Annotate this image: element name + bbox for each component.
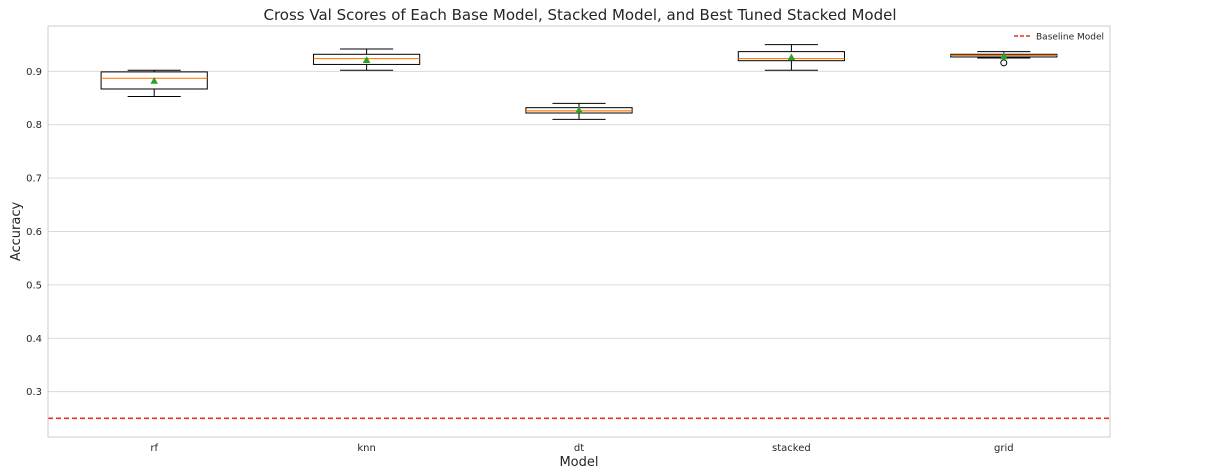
x-axis-label: Model [559,455,598,470]
grid-lines [48,70,1110,393]
outlier-point [1000,59,1008,67]
iqr-box [100,71,208,90]
iqr-box [737,51,845,62]
box-rf [100,69,208,97]
legend: Baseline Model [1014,33,1104,43]
plot-frame [47,25,1111,438]
x-tick-label: grid [994,443,1014,454]
y-tick-label: 0.9 [26,67,42,78]
y-tick-label: 0.6 [26,227,42,238]
mean-marker [787,53,796,61]
box-knn [313,48,421,71]
x-tick-label: dt [574,443,584,454]
y-tick-label: 0.8 [26,120,42,131]
y-axis-label: Accuracy [9,202,24,262]
box-grid [950,51,1058,67]
chart-title: Cross Val Scores of Each Base Model, Sta… [263,6,896,24]
mean-marker [1000,52,1008,60]
y-tick-label: 0.3 [26,387,42,398]
y-tick-label: 0.4 [26,334,42,345]
y-tick-label: 0.5 [26,280,42,291]
box-dt [525,102,633,120]
mean-marker [575,106,583,114]
y-tick-label: 0.7 [26,174,42,185]
mean-marker [362,56,371,63]
box-stacked [737,44,845,71]
box-layer [100,44,1058,120]
x-tick-label: rf [150,443,158,454]
y-axis-ticks: 0.3 0.4 0.5 0.6 0.7 0.8 0.9 [26,67,42,398]
x-tick-label: stacked [772,443,811,454]
legend-baseline-label: Baseline Model [1036,33,1104,43]
iqr-box [313,53,421,65]
x-tick-label: knn [357,443,375,454]
mean-marker [150,76,158,84]
x-axis-ticks: rf knn dt stacked grid [150,443,1013,454]
